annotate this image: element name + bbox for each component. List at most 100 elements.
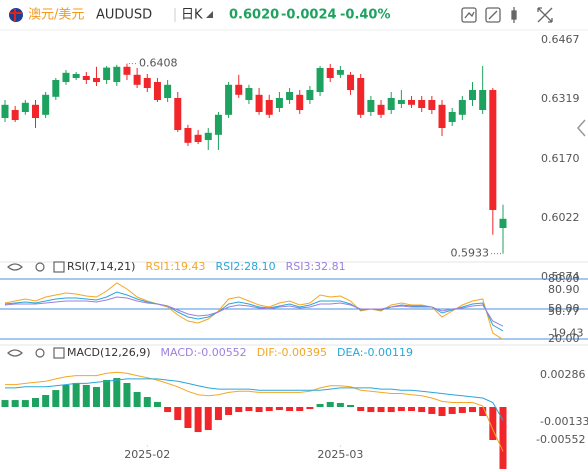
candle-body (153, 82, 161, 100)
macd-bar (21, 400, 29, 408)
candle-body (428, 100, 436, 110)
macd-bar (1, 400, 9, 408)
macd-bar (275, 407, 283, 411)
rsi-header-icons (7, 261, 65, 273)
collapse-arrow[interactable] (577, 119, 586, 137)
price-change-pct: -0.40% (340, 8, 391, 23)
candle-body (92, 78, 100, 82)
macd-bar (458, 407, 466, 413)
macd-header-icons (7, 347, 65, 359)
macd-bar (11, 400, 19, 408)
dropdown-icon[interactable] (206, 11, 213, 18)
candle-body (397, 100, 405, 104)
settings-icon[interactable] (35, 262, 45, 272)
macd-line (5, 371, 504, 452)
symbol-code: AUDUSD (96, 8, 152, 23)
candle-body (377, 104, 385, 115)
macd-bar (438, 407, 446, 416)
candle-body (235, 84, 243, 95)
fullscreen-button[interactable] (537, 7, 553, 23)
candle-body (265, 100, 273, 115)
candle-body (21, 102, 29, 112)
y-tick-label: 20.00 (548, 332, 580, 345)
flag-cross (10, 9, 22, 21)
candle-body (1, 104, 9, 118)
rsi-line (4, 296, 504, 327)
indicator-button[interactable] (461, 7, 477, 23)
max-high-label: 0.6408 (139, 57, 178, 70)
header: 澳元/美元 AUDUSD 日K 0.6020 -0.0024 -0.40% (9, 7, 553, 23)
candle-body (194, 134, 202, 142)
x-tick-label: 2025-03 (317, 448, 363, 461)
y-tick-label: -0.00133 (540, 415, 588, 428)
legend-entry: RSI1:19.43 (145, 260, 205, 273)
macd-bar (42, 395, 50, 408)
eye-icon[interactable] (7, 263, 23, 271)
macd-bar (52, 390, 60, 408)
macd-bar (245, 407, 253, 412)
macd-bar (31, 398, 39, 408)
candle-body (306, 90, 314, 100)
macd-bar (286, 407, 294, 412)
candle-body (489, 90, 497, 210)
candle-body (357, 78, 365, 115)
macd-bar (499, 407, 507, 469)
symbol-name: 澳元/美元 (28, 7, 84, 23)
candle-body (225, 84, 233, 115)
macd-bar (225, 407, 233, 415)
candle-body (418, 100, 426, 108)
macd-bar (62, 385, 70, 408)
legend-entry: DEA:-0.00119 (337, 346, 413, 359)
candle-body (245, 88, 253, 100)
macd-bar (184, 407, 192, 428)
min-low-label: 0.5933 (451, 247, 490, 260)
macd-bar (357, 407, 365, 412)
rsi-line (4, 291, 504, 332)
macd-bar (377, 407, 385, 413)
macd-bar (103, 379, 111, 408)
macd-title: MACD(12,26,9) (67, 346, 151, 359)
candle-body (448, 112, 456, 122)
macd-bar (153, 401, 161, 408)
macd-bar (143, 397, 151, 408)
candle-body (469, 90, 477, 100)
draw-button[interactable] (485, 7, 501, 23)
macd-bar (428, 407, 436, 414)
macd-bar (72, 382, 80, 408)
macd-bar (408, 407, 416, 412)
macd-bar (469, 407, 477, 413)
macd-bar (265, 407, 273, 412)
candle-body (275, 98, 283, 108)
macd-bar (235, 407, 243, 413)
macd-line (5, 378, 504, 421)
y-tick-label: 0.6319 (541, 92, 580, 105)
value-tag: 50.77 (548, 305, 580, 318)
macd-bar (489, 407, 497, 441)
candle-button[interactable] (511, 7, 517, 23)
y-tick-label: 0.6022 (541, 211, 580, 224)
macd-bar (92, 387, 100, 408)
macd-bar (316, 403, 324, 408)
macd-bar (336, 402, 344, 408)
eye-icon[interactable] (7, 349, 23, 357)
candle-body (164, 84, 172, 98)
y-tick-label: 0.6170 (541, 152, 580, 165)
candle-body (72, 74, 80, 78)
expand-icon[interactable] (53, 347, 65, 359)
candle-body (255, 94, 263, 112)
candle-body (479, 90, 487, 110)
candle-body (204, 132, 212, 140)
candle-body (326, 68, 334, 78)
candle-body (347, 74, 355, 90)
period-selector[interactable]: 日K (181, 8, 203, 23)
last-value-tag: -0.00552 (536, 433, 585, 446)
toolbar (461, 7, 553, 23)
settings-icon[interactable] (35, 348, 45, 358)
legend-entry: RSI2:28.10 (216, 260, 276, 273)
candle-body (316, 68, 324, 92)
candle-body (174, 98, 182, 130)
macd-bar (479, 407, 487, 416)
expand-icon[interactable] (53, 261, 65, 273)
macd-bar (123, 382, 131, 408)
